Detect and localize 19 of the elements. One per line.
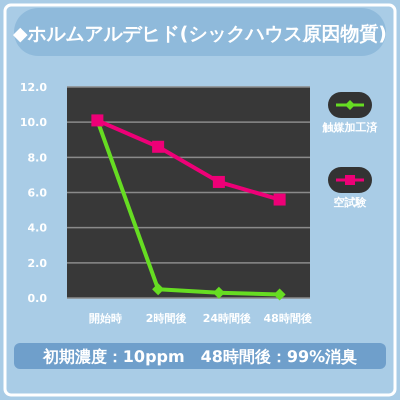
point [274, 288, 286, 300]
point [212, 176, 225, 188]
y-tick-label: 12.0 [20, 81, 48, 94]
y-tick-label: 8.0 [28, 151, 48, 164]
legend-label: 空試験 [334, 196, 368, 209]
x-tick-label: 48時間後 [263, 312, 312, 325]
point [152, 140, 164, 153]
chart-title: ◆ホルムアルデヒド(シックハウス原因物質) [13, 23, 387, 45]
legend-label: 触媒加工済 [322, 121, 378, 134]
y-tick-label: 10.0 [20, 116, 48, 130]
y-tick-label: 6.0 [28, 186, 48, 200]
y-tick-label: 0.0 [28, 292, 48, 305]
x-tick-label: 開始時 [88, 312, 122, 325]
y-tick-label: 4.0 [28, 222, 48, 235]
y-tick-label: 2.0 [28, 256, 48, 270]
x-tick-label: 24時間後 [202, 312, 252, 325]
x-tick-label: 2時間後 [146, 312, 186, 325]
text: 初期濃度：10ppm 48時間後：99%消臭 [42, 347, 358, 366]
point [274, 194, 286, 206]
